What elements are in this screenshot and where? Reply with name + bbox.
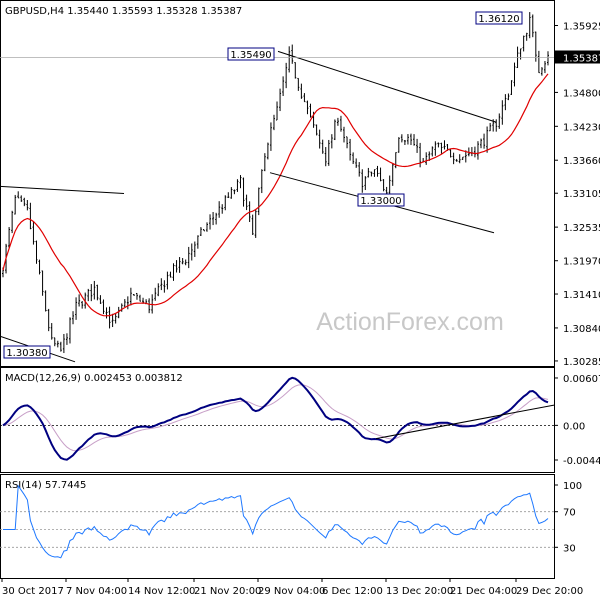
rsi-tick-label: 30 xyxy=(563,543,576,554)
price-panel-frame xyxy=(0,0,555,367)
x-tick-label: 21 Dec 04:00 xyxy=(450,586,517,597)
price-tick-label: 1.34230 xyxy=(563,122,600,133)
axis-layer: 1.35925 1.35387 1.34800 1.34230 1.33660 1.331… xyxy=(1,21,600,597)
price-tick-label: 1.31970 xyxy=(563,257,600,268)
last-price-label: 1.35387 xyxy=(563,53,600,64)
x-tick-label: 21 Nov 20:00 xyxy=(194,586,261,597)
price-tick-label: 1.30285 xyxy=(563,357,600,368)
x-tick-label: 29 Nov 04:00 xyxy=(258,586,325,597)
price-tick-label: 1.33660 xyxy=(563,156,600,167)
price-panel-title: GBPUSD,H4 1.35440 1.35593 1.35328 1.3538… xyxy=(5,6,242,17)
x-tick-label: 30 Oct 2017 xyxy=(2,586,64,597)
last-price-tag xyxy=(555,50,600,64)
macd-signal-line xyxy=(2,384,549,452)
macd-layer xyxy=(0,376,555,461)
rsi-panel-frame xyxy=(0,474,555,579)
macd-tick-label: 0.00 xyxy=(563,421,585,432)
x-tick-label: 14 Nov 12:00 xyxy=(128,586,195,597)
macd-tick-label: 0.006073 xyxy=(563,374,600,385)
macd-main-line xyxy=(2,376,549,461)
annotation-label-bottom: 1.30380 xyxy=(6,348,47,359)
annotation-box-channel-low xyxy=(357,193,405,207)
annotation-label-channel-low: 1.33000 xyxy=(360,196,401,207)
price-tick-label: 1.33105 xyxy=(563,189,600,200)
price-tick-label: 1.30840 xyxy=(563,324,600,335)
x-tick-label: 13 Dec 20:00 xyxy=(386,586,453,597)
x-tick-label: 7 Nov 04:00 xyxy=(66,586,127,597)
price-tick-label: 1.34800 xyxy=(563,88,600,99)
channel-upper-line xyxy=(277,50,497,123)
rsi-layer xyxy=(0,484,554,559)
rsi-tick-label: 70 xyxy=(563,508,576,519)
rsi-line xyxy=(3,484,549,559)
annotation-label-peak: 1.36120 xyxy=(478,14,519,25)
x-tick-label: 6 Dec 12:00 xyxy=(322,586,383,597)
annotation-box-peak xyxy=(475,11,523,25)
watermark: ActionForex.com xyxy=(316,308,504,336)
macd-trendline xyxy=(375,404,555,440)
annotation-box-bottom xyxy=(3,345,51,359)
annotation-label-channel-top: 1.35490 xyxy=(230,50,271,61)
price-tick-label: 1.35925 xyxy=(563,21,600,32)
price-tick-label: 1.31410 xyxy=(563,290,600,301)
macd-panel-title: MACD(12,26,9) 0.002453 0.003812 xyxy=(5,373,183,384)
annotation-box-channel-top xyxy=(227,47,275,61)
moving-average-line xyxy=(2,73,549,317)
x-tick-label: 29 Dec 20:00 xyxy=(516,586,583,597)
left-resistance-trendline xyxy=(0,185,125,195)
rsi-panel-title: RSI(14) 57.7445 xyxy=(5,480,86,491)
macd-panel-frame xyxy=(0,367,555,473)
rsi-tick-label: 100 xyxy=(563,481,582,492)
price-layer: 1.36120 1.35490 1.33000 1.30380 xyxy=(0,11,554,363)
price-tick-label: 1.32535 xyxy=(563,223,600,234)
macd-tick-label: -0.004441 xyxy=(563,456,600,467)
